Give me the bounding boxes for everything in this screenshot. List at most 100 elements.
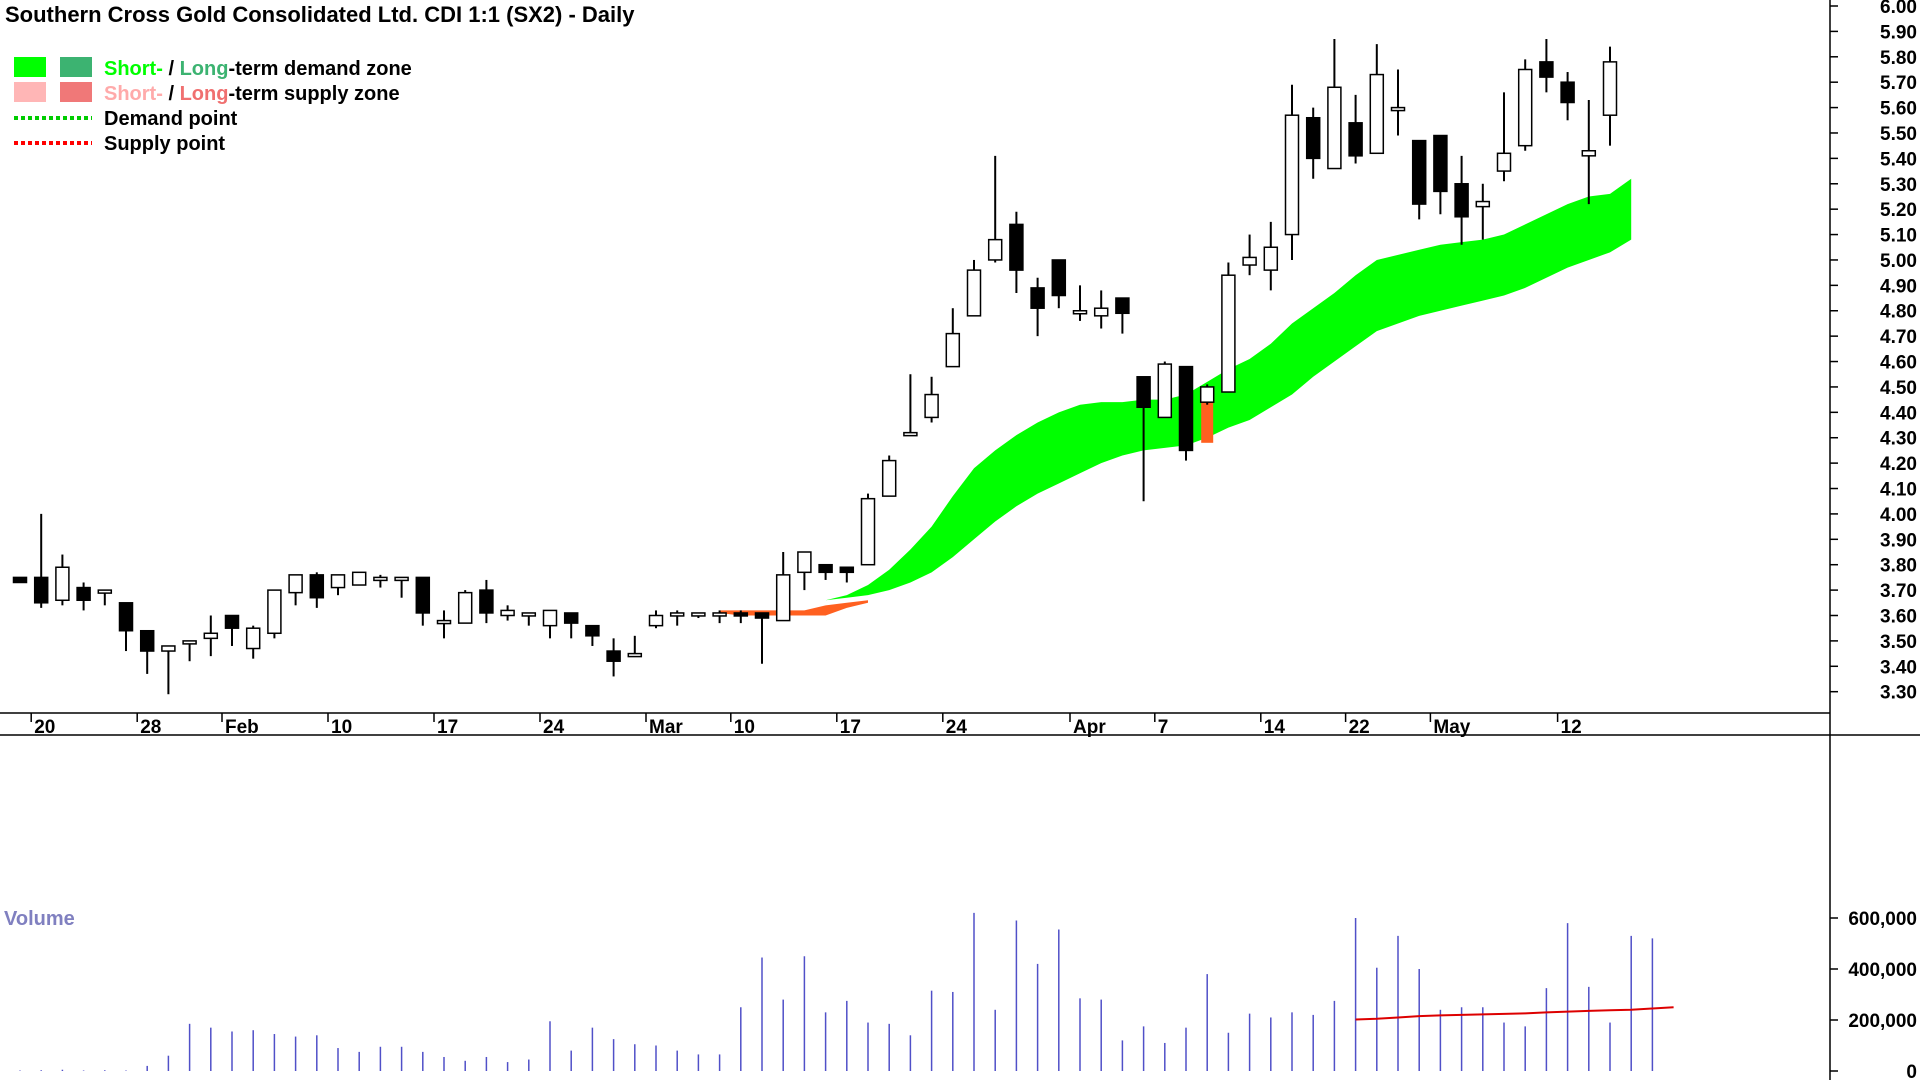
- candle: [797, 551, 812, 591]
- legend-label: Short- / Long-term supply zone: [104, 83, 400, 105]
- candle: [12, 576, 28, 584]
- candle: [563, 612, 579, 639]
- candle: [245, 625, 261, 659]
- candle-body: [585, 624, 600, 637]
- candle: [585, 624, 600, 646]
- candle: [436, 610, 452, 639]
- date-tick-label: 14: [1264, 717, 1286, 738]
- candle-body: [669, 612, 685, 617]
- candle-body: [351, 571, 367, 586]
- candle: [1136, 376, 1151, 502]
- legend-swatch-long: [60, 57, 92, 77]
- date-tick-label: May: [1433, 717, 1470, 738]
- price-tick-label: 5.50: [1880, 124, 1917, 145]
- date-tick-label: 20: [34, 717, 55, 738]
- price-tick-label: 4.60: [1880, 353, 1917, 374]
- supply-zone: [719, 600, 868, 616]
- candle-body: [97, 589, 113, 594]
- candle-body: [648, 614, 664, 627]
- price-tick-label: 4.90: [1880, 276, 1917, 297]
- date-tick-label: Feb: [225, 717, 259, 738]
- candle-body: [1560, 81, 1575, 104]
- candle-body: [521, 612, 537, 617]
- candle-body: [754, 612, 770, 619]
- candle-body: [1369, 73, 1385, 155]
- legend-label: Supply point: [104, 133, 225, 155]
- legend-swatch-long: [60, 82, 92, 102]
- candle-body: [1602, 61, 1618, 116]
- price-tick-label: 4.30: [1880, 429, 1917, 450]
- candle-body: [1115, 297, 1130, 315]
- candle: [97, 589, 113, 606]
- price-tick-label: 4.20: [1880, 454, 1917, 475]
- candle-body: [987, 238, 1003, 261]
- candle: [500, 605, 515, 621]
- candle-body: [563, 612, 579, 624]
- date-tick-label: 28: [140, 717, 161, 738]
- candle-body: [224, 614, 240, 629]
- candle: [182, 640, 197, 662]
- legend-label-part: Long: [180, 83, 229, 105]
- price-tick-label: 4.10: [1880, 480, 1917, 501]
- candle-body: [1475, 200, 1491, 208]
- candle-body: [1072, 309, 1088, 315]
- date-tick-label: 17: [840, 717, 861, 738]
- candle: [754, 612, 770, 664]
- candle: [648, 610, 664, 629]
- candle-body: [373, 576, 388, 582]
- candle: [1115, 297, 1130, 334]
- candle-body: [267, 589, 282, 635]
- candle: [1199, 384, 1215, 405]
- legend-label-part: -term supply zone: [228, 83, 399, 105]
- price-tick-label: 4.00: [1880, 505, 1917, 526]
- candle-body: [1157, 363, 1173, 419]
- price-tick-label: 5.30: [1880, 175, 1917, 196]
- candle-body: [245, 627, 261, 650]
- candle-body: [500, 609, 515, 617]
- price-tick-label: 4.50: [1880, 378, 1917, 399]
- candle-body: [797, 551, 812, 574]
- candle: [924, 376, 939, 423]
- candle: [1030, 277, 1045, 337]
- legend-swatch-short: [14, 82, 46, 102]
- candle-body: [924, 393, 939, 419]
- candle-body: [839, 566, 855, 574]
- date-tick-label: 7: [1158, 717, 1169, 738]
- candle: [1284, 84, 1300, 260]
- candle: [945, 308, 961, 368]
- candle: [161, 645, 176, 695]
- candle: [669, 610, 685, 626]
- price-tick-label: 3.60: [1880, 606, 1917, 627]
- candle: [839, 566, 855, 583]
- candle-body: [330, 574, 346, 589]
- candle: [987, 155, 1003, 263]
- candle: [1369, 44, 1385, 155]
- volume-tick-label: 0: [1906, 1062, 1917, 1080]
- candle-body: [33, 576, 49, 604]
- candle: [1581, 99, 1597, 205]
- date-tick-label: 10: [331, 717, 352, 738]
- volume-label: Volume: [4, 908, 75, 930]
- candle: [76, 582, 91, 611]
- candle: [881, 455, 897, 497]
- candle: [1305, 107, 1321, 179]
- candle: [691, 612, 706, 619]
- candle: [1009, 211, 1024, 293]
- candle: [373, 574, 388, 588]
- candle-body: [55, 566, 70, 602]
- candle: [267, 589, 282, 639]
- candle-body: [139, 629, 155, 652]
- date-tick-label: Mar: [649, 717, 683, 738]
- date-tick-label: Apr: [1073, 717, 1106, 738]
- candle: [479, 579, 494, 624]
- candle: [309, 572, 325, 608]
- candle-body: [1284, 114, 1300, 236]
- candle-body: [118, 602, 134, 632]
- candle: [1221, 262, 1236, 393]
- candle-body: [627, 652, 643, 658]
- candle: [33, 513, 49, 608]
- date-tick-label: 24: [543, 717, 565, 738]
- candle: [775, 552, 791, 622]
